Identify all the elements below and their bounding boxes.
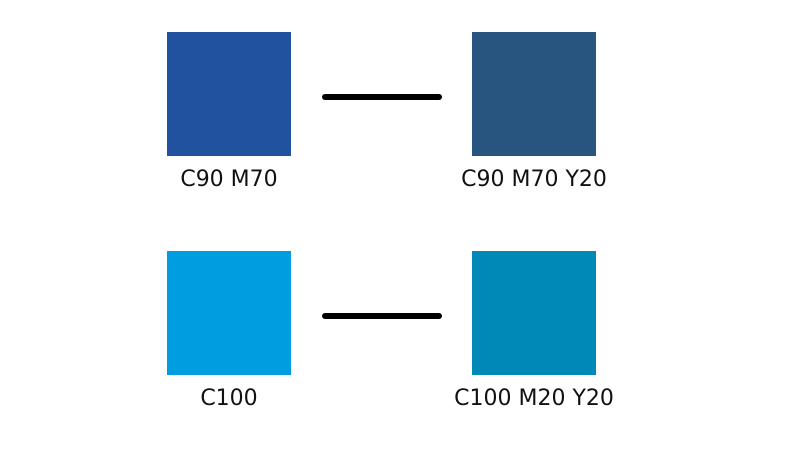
swatch-label: C100 M20 Y20 xyxy=(454,386,614,411)
color-swatch xyxy=(472,32,596,156)
color-swatch xyxy=(167,32,291,156)
swatch-label: C100 xyxy=(200,386,257,411)
swatch-label: C90 M70 Y20 xyxy=(461,167,607,192)
color-swatch xyxy=(167,251,291,375)
swatch-label: C90 M70 xyxy=(180,167,277,192)
color-swatch xyxy=(472,251,596,375)
